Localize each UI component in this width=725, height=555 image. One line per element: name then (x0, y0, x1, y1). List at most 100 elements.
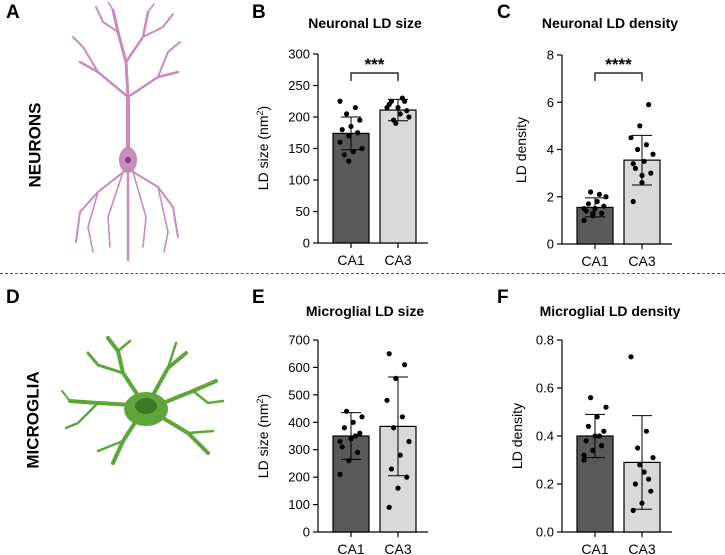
chart0-point-1-10 (402, 98, 408, 104)
chart1-point-1-1 (639, 179, 645, 186)
chart2-tick-label-6: 600 (288, 360, 310, 375)
chart2-point-0-0 (337, 471, 343, 477)
chart2-point-1-2 (404, 474, 410, 480)
chart1-tick-label-0: 0 (547, 237, 554, 252)
chart0-point-0-9 (344, 111, 350, 117)
chart0-point-1-8 (384, 104, 390, 111)
chart1-point-0-12 (590, 210, 596, 216)
chart2-point-0-9 (344, 408, 350, 414)
chart0-sig-stars: *** (365, 55, 385, 74)
chart2-category-ca1: CA1 (337, 541, 364, 555)
chart3-tick-label-0: 0.0 (536, 525, 554, 540)
chart2-point-1-11 (386, 351, 392, 357)
chart1-point-1-7 (643, 142, 650, 148)
chart0-ylabel-text: LD size (nm (255, 116, 271, 191)
chart3-point-0-11 (581, 457, 587, 463)
chart3-point-1-2 (648, 488, 654, 494)
chart1-category-ca3: CA3 (628, 253, 655, 269)
chart0-ylabel-suffix: ) (255, 106, 271, 111)
chart2-ylabel-suffix: ) (255, 394, 271, 399)
chart0-tick-label-1: 50 (296, 204, 310, 219)
chart0-point-0-7 (350, 149, 356, 155)
chart1-point-1-8 (628, 135, 634, 141)
chart3-point-0-8 (603, 404, 609, 410)
chart3-ylabel-text: LD density (509, 403, 525, 469)
chart3-point-1-6 (635, 445, 641, 451)
chart2-ylabel-text: LD size (nm (255, 404, 271, 479)
chart3-tick-label-2: 0.4 (536, 429, 554, 444)
chart3-point-1-9 (637, 462, 643, 468)
chart3-point-0-7 (594, 414, 600, 420)
chart1-point-0-10 (596, 191, 603, 197)
chart0-point-0-8 (359, 145, 365, 152)
chart0-tick-label-4: 200 (288, 110, 310, 125)
chart2-point-0-6 (341, 425, 347, 431)
chart0-point-0-5 (357, 117, 363, 123)
chart2-point-0-11 (337, 438, 343, 445)
chart1-point-0-5 (601, 203, 607, 209)
chart1-ylabel: LD density (513, 117, 529, 183)
chart0-tick-label-0: 0 (303, 236, 310, 251)
chart0-title: Neuronal LD size (308, 15, 422, 31)
chart1-point-1-0 (630, 198, 636, 205)
chart1-point-0-9 (588, 189, 594, 195)
chart1-point-0-4 (592, 205, 598, 212)
chart2-tick-label-2: 200 (288, 470, 310, 485)
chart0-tick-label-6: 300 (288, 47, 310, 62)
chart2-point-1-9 (393, 375, 399, 381)
chart0-tick-label-5: 250 (288, 78, 310, 93)
chart1-point-0-7 (594, 198, 600, 205)
chart0-point-1-5 (406, 114, 412, 120)
chart0-point-1-4 (397, 111, 403, 117)
chart0-bar-ca3 (379, 109, 417, 244)
chart2-point-1-5 (406, 438, 412, 445)
chart2-point-1-1 (395, 485, 401, 491)
chart1-title: Neuronal LD density (542, 15, 678, 31)
chart2-ylabel-sup: 2 (255, 398, 265, 403)
chart3-point-1-1 (639, 500, 645, 506)
chart1-point-0-8 (603, 194, 609, 200)
chart2-point-1-3 (388, 466, 394, 472)
chart3-point-0-9 (588, 395, 594, 401)
chart2-title: Microglial LD size (306, 303, 424, 319)
chart1-tick-label-4: 8 (547, 48, 554, 63)
chart0-category-ca3: CA3 (384, 252, 411, 268)
chart1-point-1-4 (641, 158, 647, 164)
chart0-ylabel-sup: 2 (255, 110, 265, 115)
chart3-tick-label-4: 0.8 (536, 333, 554, 348)
chart2-point-0-10 (352, 433, 358, 439)
chart2-tick-label-4: 400 (288, 415, 310, 430)
chart3-bar-ca1 (576, 435, 614, 533)
chart2-point-0-2 (355, 449, 361, 456)
chart1-point-1-9 (637, 123, 643, 129)
chart0-category-ca1: CA1 (337, 252, 364, 268)
chart2-category-ca3: CA3 (384, 541, 411, 555)
chart3-category-ca1: CA1 (581, 541, 608, 555)
chart1-point-1-10 (646, 102, 652, 108)
chart1-tick-label-3: 6 (547, 95, 554, 110)
panel-letter-c: C (497, 2, 511, 23)
neuron-illustration (72, 2, 181, 262)
chart1-point-0-11 (581, 205, 587, 212)
chart3-point-1-0 (630, 507, 636, 513)
chart1-point-1-12 (639, 172, 645, 179)
chart3-point-0-5 (601, 428, 607, 434)
panel-letter-b: B (252, 2, 266, 23)
chart1-tick-label-1: 2 (547, 189, 554, 204)
chart1-tick-label-2: 4 (547, 142, 554, 157)
chart2-point-1-4 (397, 452, 403, 458)
chart1-sig-bracket (594, 72, 643, 81)
chart0-point-0-3 (339, 127, 345, 133)
chart2-point-1-10 (402, 362, 408, 368)
chart2-point-1-7 (399, 414, 405, 420)
chart1-point-0-2 (599, 210, 605, 216)
chart2-point-1-0 (386, 504, 392, 510)
chart3-point-0-2 (599, 443, 605, 449)
chart0-point-1-2 (404, 108, 410, 114)
chart3-point-0-1 (590, 447, 596, 453)
chart0-ylabel: LD size (nm2) (255, 106, 271, 190)
chart0-tick-label-2: 100 (288, 173, 310, 188)
